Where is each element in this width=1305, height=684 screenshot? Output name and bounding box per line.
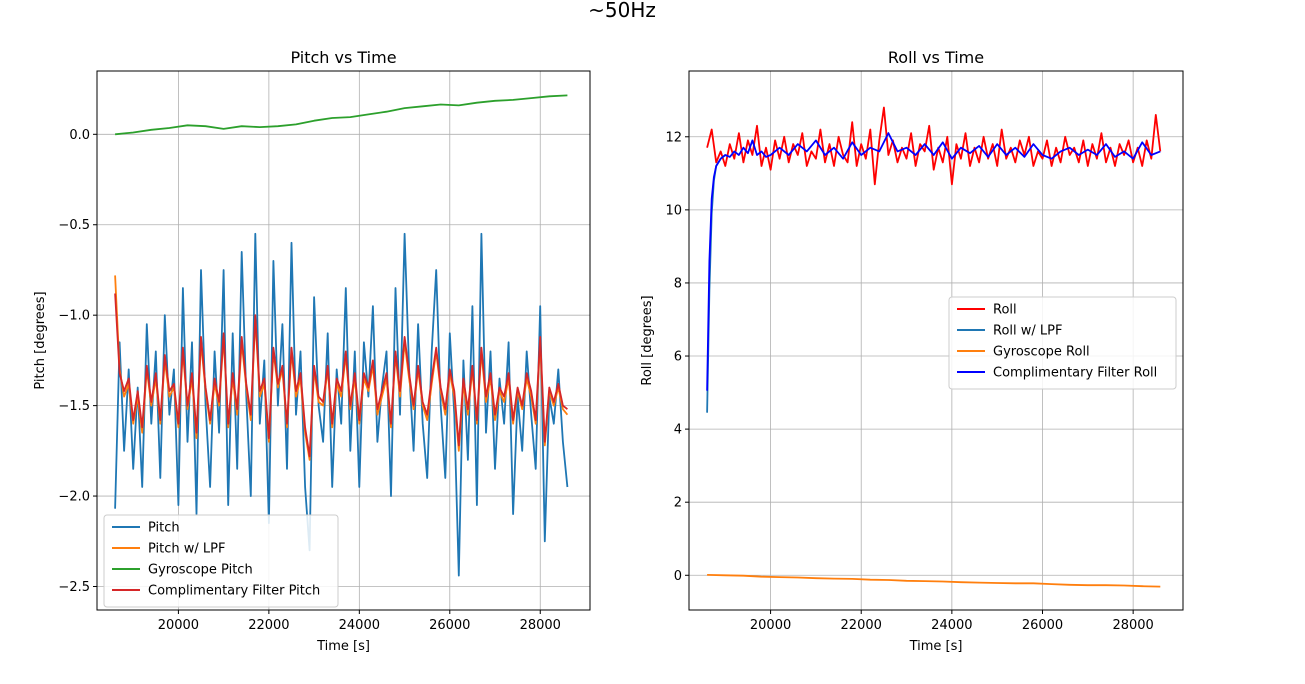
pitch-series-gyroscope-pitch xyxy=(115,94,568,136)
roll-xtick-label-3: 26000 xyxy=(1022,618,1063,633)
pitch-chart-title: Pitch vs Time xyxy=(290,48,396,67)
roll-xtick-label-1: 22000 xyxy=(841,618,882,633)
pitch-x-axis-label: Time [s] xyxy=(316,639,370,654)
roll-xtick-label-4: 28000 xyxy=(1112,618,1153,633)
roll-ytick-label-1: 2 xyxy=(674,496,682,511)
roll-legend-label-complimentary-filter-roll: Complimentary Filter Roll xyxy=(993,366,1157,381)
roll-axes-frame xyxy=(688,70,1184,611)
figure-title: ~50Hz xyxy=(588,0,656,22)
roll-xtick-label-0: 20000 xyxy=(750,618,791,633)
pitch-xtick-label-4: 28000 xyxy=(520,618,561,633)
roll-series-group xyxy=(706,106,1162,588)
pitch-ytick-label-3: −1.0 xyxy=(58,309,90,324)
roll-legend-label-gyroscope-roll: Gyroscope Roll xyxy=(993,345,1090,360)
pitch-series-complimentary-filter-pitch xyxy=(114,293,568,458)
roll-legend-box xyxy=(948,296,1177,390)
roll-chart-title: Roll vs Time xyxy=(888,48,984,67)
roll-legend-label-roll: Roll xyxy=(993,303,1017,318)
roll-xtick-label-2: 24000 xyxy=(931,618,972,633)
pitch-axes-frame xyxy=(96,70,591,611)
pitch-chart: 20000 22000 24000 26000 28000 −2.5 −2.0 −1.5 −1.… xyxy=(33,48,591,654)
pitch-series-group xyxy=(114,94,569,577)
roll-ytick-label-5: 10 xyxy=(665,203,682,218)
roll-ytick-label-3: 6 xyxy=(674,350,682,365)
pitch-ytick-label-5: 0.0 xyxy=(69,128,90,143)
pitch-ytick-label-0: −2.5 xyxy=(58,580,90,595)
pitch-y-axis-label: Pitch [degrees] xyxy=(33,291,48,389)
roll-y-axis-label: Roll [degrees] xyxy=(640,295,655,385)
roll-ytick-label-6: 12 xyxy=(665,130,682,145)
pitch-legend-label-pitch-w-lpf: Pitch w/ LPF xyxy=(148,542,226,557)
roll-ytick-label-4: 8 xyxy=(674,276,682,291)
roll-legend: Roll Roll w/ LPF Gyroscope Roll Complimenta… xyxy=(948,296,1177,390)
roll-ytick-label-2: 4 xyxy=(674,423,682,438)
pitch-legend: Pitch Pitch w/ LPF Gyroscope Pitch Complime… xyxy=(103,514,339,608)
roll-chart: 20000 22000 24000 26000 28000 0 2 4 6 8 10 12 Roll v… xyxy=(640,48,1184,654)
pitch-ytick-label-1: −2.0 xyxy=(58,490,90,505)
pitch-legend-label-complimentary-filter-pitch: Complimentary Filter Pitch xyxy=(148,584,320,599)
pitch-xtick-label-2: 24000 xyxy=(339,618,380,633)
pitch-legend-label-gyroscope-pitch: Gyroscope Pitch xyxy=(148,563,253,578)
roll-series-complimentary-filter-roll xyxy=(706,132,1161,391)
pitch-legend-box xyxy=(103,514,339,608)
roll-legend-label-roll-w-lpf: Roll w/ LPF xyxy=(993,324,1062,339)
roll-ytick-label-0: 0 xyxy=(674,569,682,584)
pitch-ytick-label-2: −1.5 xyxy=(58,399,90,414)
pitch-xtick-label-1: 22000 xyxy=(248,618,289,633)
roll-series-roll xyxy=(706,106,1162,186)
roll-x-axis-label: Time [s] xyxy=(909,639,963,654)
pitch-xtick-label-0: 20000 xyxy=(158,618,199,633)
pitch-ytick-label-4: −0.5 xyxy=(58,218,90,233)
pitch-xtick-label-3: 26000 xyxy=(429,618,470,633)
pitch-legend-label-pitch: Pitch xyxy=(148,521,180,536)
roll-series-gyroscope-roll xyxy=(707,574,1161,588)
